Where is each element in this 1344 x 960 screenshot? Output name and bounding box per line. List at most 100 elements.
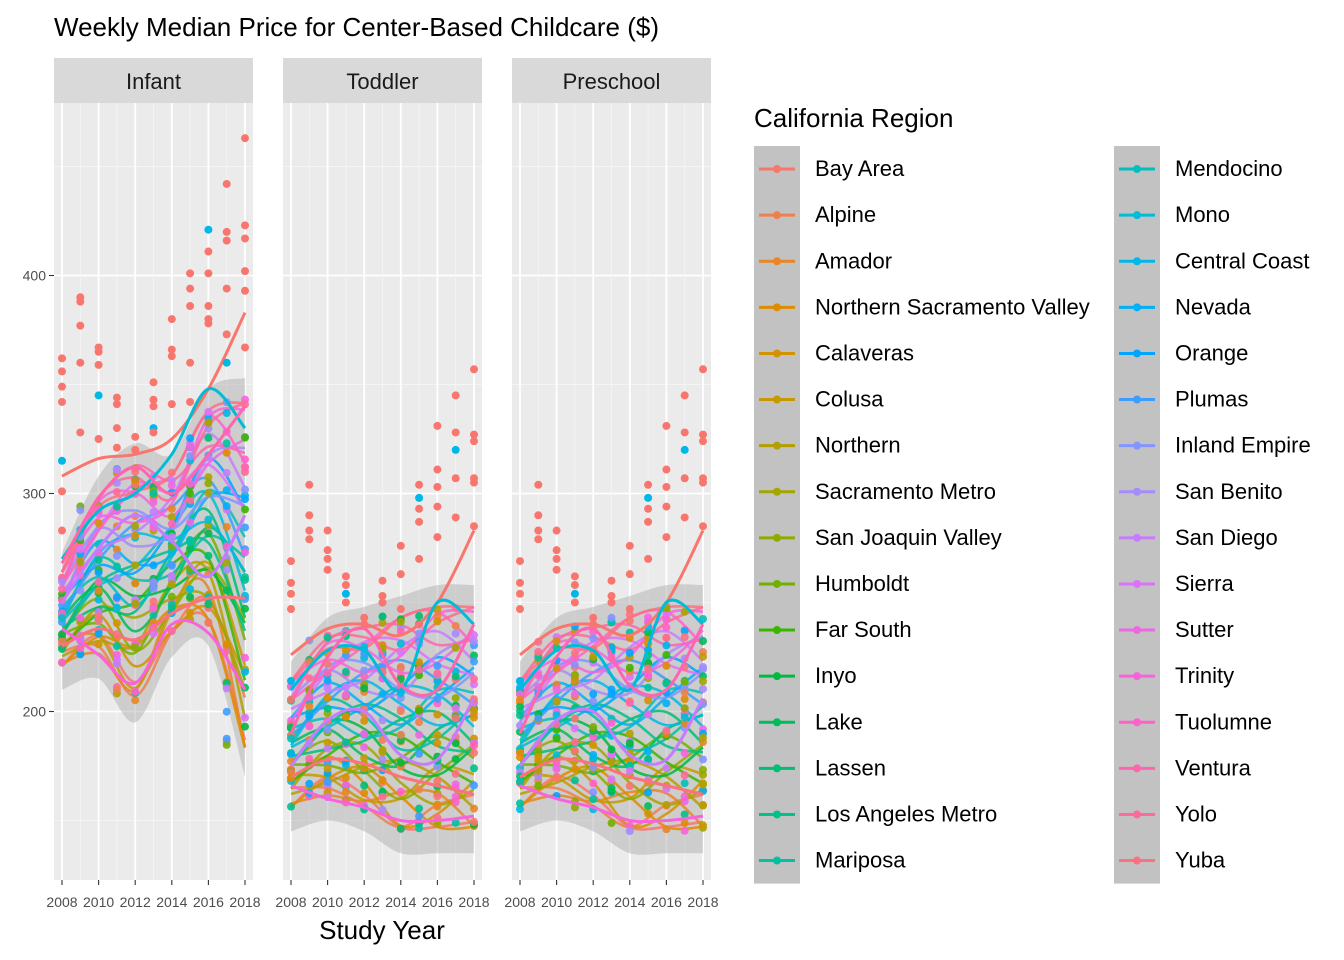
- legend-label: Lake: [815, 709, 863, 734]
- legend-label: Northern Sacramento Valley: [815, 294, 1090, 319]
- data-point: [680, 391, 689, 400]
- data-point: [534, 653, 543, 662]
- x-tick-label: 2010: [312, 894, 343, 910]
- facet-panel-preschool: Preschool 2008 2010 2012 2014 2016 2018: [504, 58, 719, 910]
- data-point: [699, 780, 707, 789]
- data-point: [204, 479, 213, 488]
- legend-item: Orange: [1119, 340, 1248, 365]
- data-point: [204, 424, 213, 433]
- data-point: [470, 651, 478, 660]
- legend-item: Los Angeles Metro: [759, 801, 997, 826]
- data-point: [167, 481, 176, 490]
- data-point: [341, 712, 350, 721]
- data-point: [680, 704, 689, 713]
- data-point: [360, 716, 369, 725]
- data-point: [222, 236, 231, 245]
- x-tick-label: 2014: [156, 894, 187, 910]
- data-point: [167, 513, 176, 522]
- data-point: [552, 637, 561, 646]
- data-point: [699, 662, 707, 671]
- legend-key-point: [773, 533, 781, 542]
- data-point: [433, 710, 442, 719]
- data-point: [149, 578, 158, 587]
- data-point: [625, 698, 634, 707]
- facet-panels: Infant 2008 2010 2012 2014 2016 2018 Toddler 200…: [23, 58, 719, 910]
- y-axis: 200 300 400: [23, 268, 54, 720]
- data-point: [625, 739, 634, 748]
- trend-line-ventura: [518, 623, 705, 734]
- data-point: [552, 734, 561, 743]
- data-point: [570, 598, 579, 607]
- data-point: [76, 545, 85, 554]
- data-point: [112, 424, 121, 433]
- data-point: [131, 531, 140, 540]
- data-point: [433, 777, 442, 786]
- data-point: [680, 428, 689, 437]
- data-point: [186, 496, 195, 505]
- legend-item: Calaveras: [759, 340, 914, 365]
- data-point: [287, 750, 295, 759]
- trend-line-trinity: [290, 784, 475, 824]
- x-tick-label: 2010: [541, 894, 572, 910]
- data-point: [222, 358, 231, 367]
- data-point: [662, 650, 671, 659]
- data-point: [451, 818, 460, 827]
- data-point: [680, 695, 689, 704]
- smooth-line-inyo: [60, 568, 247, 636]
- data-point: [589, 620, 598, 629]
- data-point: [415, 517, 424, 526]
- data-point: [396, 570, 405, 579]
- data-point: [204, 407, 213, 416]
- data-point: [241, 523, 249, 532]
- legend-label: Alpine: [815, 202, 876, 227]
- data-point: [589, 788, 598, 797]
- data-point: [378, 792, 387, 801]
- data-point: [516, 589, 524, 598]
- data-point: [112, 574, 121, 583]
- point-cloud: [58, 395, 249, 749]
- data-point: [186, 358, 195, 367]
- data-point: [470, 631, 478, 640]
- data-point: [552, 751, 561, 760]
- data-point: [396, 758, 405, 767]
- legend-item: Lake: [759, 709, 863, 734]
- data-point: [167, 548, 176, 557]
- legend-item: Sierra: [1119, 571, 1234, 596]
- legend-item: Lassen: [759, 755, 886, 780]
- legend-item: Sutter: [1119, 617, 1234, 642]
- data-point: [167, 519, 176, 528]
- data-point: [589, 750, 598, 759]
- legend-item: Humboldt: [759, 571, 909, 596]
- trend-line-yuba: [519, 757, 704, 796]
- data-point: [607, 576, 616, 585]
- data-point: [396, 824, 405, 833]
- facet-strip: [283, 58, 482, 103]
- data-point: [470, 522, 478, 531]
- data-point: [378, 755, 387, 764]
- data-point: [607, 598, 616, 607]
- data-point: [662, 800, 671, 809]
- data-point: [534, 535, 543, 544]
- data-point: [222, 586, 231, 595]
- data-point: [94, 568, 103, 577]
- data-point: [433, 661, 442, 670]
- data-point: [451, 474, 460, 483]
- data-point: [378, 576, 387, 585]
- legend-key-point: [1133, 856, 1141, 865]
- data-point: [305, 511, 314, 520]
- legend-item: Colusa: [759, 387, 884, 412]
- data-point: [204, 302, 213, 311]
- data-point: [589, 652, 598, 661]
- data-point: [112, 642, 121, 651]
- data-point: [396, 736, 405, 745]
- legend-key-point: [1133, 672, 1141, 681]
- data-point: [552, 764, 561, 773]
- data-point: [415, 629, 424, 638]
- data-point: [516, 605, 524, 614]
- data-point: [131, 432, 140, 441]
- data-point: [58, 577, 66, 586]
- data-point: [360, 672, 369, 681]
- data-point: [287, 695, 295, 704]
- legend-label: Sierra: [1175, 571, 1234, 596]
- data-point: [149, 604, 158, 613]
